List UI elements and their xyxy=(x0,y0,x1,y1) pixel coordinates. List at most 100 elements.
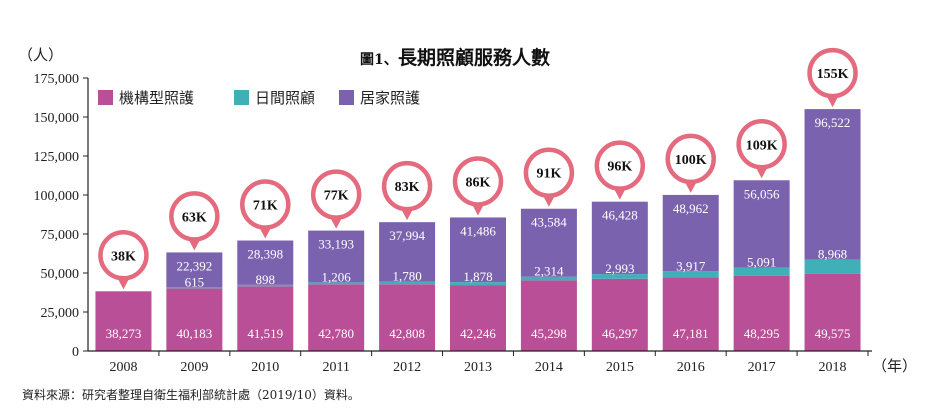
axes: 0 25,000 50,000 75,000 100,000 125,000 150,000… xyxy=(34,72,872,375)
x-tick-label: 2017 xyxy=(748,360,776,375)
value-label-institutional-care: 42,780 xyxy=(318,326,354,341)
value-label-institutional-care: 45,298 xyxy=(531,326,567,341)
bar-institutional-care xyxy=(308,284,365,351)
total-bubbles: 38K 63K 71K 77K 83K 86K 91K 96K 100K 109K 155K xyxy=(98,47,858,290)
y-axis-unit: （人） xyxy=(18,46,63,64)
value-label-institutional-care: 42,808 xyxy=(389,326,425,341)
bar-day-care xyxy=(591,274,648,279)
legend-label: 機構型照護 xyxy=(119,89,194,107)
x-tick-label: 2015 xyxy=(606,360,634,375)
bar-home-care xyxy=(804,109,861,260)
bar-day-care xyxy=(520,276,577,281)
legend-label: 居家照護 xyxy=(360,89,420,107)
bar-institutional-care xyxy=(662,277,719,351)
total-label: 86K xyxy=(466,175,491,190)
total-bubble: 100K xyxy=(665,133,716,193)
value-label-day-care: 898 xyxy=(256,272,276,287)
legend: 機構型照護 日間照顧 居家照護 xyxy=(98,89,420,107)
source-note: 資料來源：研究者整理自衛生福利部統計處（2019/10）資料。 xyxy=(22,387,360,402)
value-label-home-care: 37,994 xyxy=(389,228,425,243)
bubble-circle xyxy=(310,169,362,220)
value-label-home-care: 96,522 xyxy=(815,115,851,130)
x-tick-label: 2008 xyxy=(109,360,137,375)
legend-label: 日間照顧 xyxy=(255,89,315,107)
y-tick-label: 125,000 xyxy=(34,150,80,165)
bar-day-care xyxy=(308,282,365,285)
legend-home-care: 居家照護 xyxy=(339,89,420,107)
bar-home-care xyxy=(520,208,577,277)
value-label-day-care: 1,206 xyxy=(322,269,352,284)
y-tick-label: 50,000 xyxy=(41,267,80,282)
y-tick-label: 25,000 xyxy=(41,306,80,321)
value-label-institutional-care: 38,273 xyxy=(106,326,142,341)
total-bubble: 71K xyxy=(240,179,291,239)
value-label-home-care: 41,486 xyxy=(460,223,496,238)
bar-institutional-care xyxy=(520,280,577,351)
value-label-institutional-care: 41,519 xyxy=(247,326,283,341)
value-label-home-care: 33,193 xyxy=(318,237,354,252)
legend-institutional-care: 機構型照護 xyxy=(98,89,194,107)
value-label-home-care: 46,428 xyxy=(602,208,638,223)
chart-title: 圖1、 長期照顧服務人數 xyxy=(360,46,550,69)
x-tick-label: 2014 xyxy=(535,360,563,375)
legend-swatch xyxy=(234,90,249,105)
legend-day-care: 日間照顧 xyxy=(234,89,315,107)
total-label: 83K xyxy=(395,180,420,195)
total-bubble: 96K xyxy=(594,140,646,200)
total-label: 109K xyxy=(746,138,778,153)
value-label-home-care: 56,056 xyxy=(744,186,780,201)
value-label-institutional-care: 47,181 xyxy=(673,326,709,341)
x-tick-label: 2018 xyxy=(819,360,847,375)
value-label-institutional-care: 42,246 xyxy=(460,326,496,341)
bubble-circle xyxy=(240,179,291,230)
value-label-home-care: 22,392 xyxy=(176,258,212,273)
total-bubble: 83K xyxy=(381,160,433,221)
total-bubble: 38K xyxy=(98,230,149,290)
value-label-day-care: 8,968 xyxy=(818,247,847,262)
value-label-institutional-care: 49,575 xyxy=(815,326,851,341)
legend-swatch xyxy=(339,90,354,105)
bar-home-care xyxy=(166,252,223,288)
x-tick-label: 2013 xyxy=(464,360,492,375)
total-label: 38K xyxy=(111,249,136,264)
bar-institutional-care xyxy=(804,273,861,351)
value-label-day-care: 3,917 xyxy=(676,258,706,273)
bar-day-care xyxy=(237,284,294,287)
bar-home-care xyxy=(591,201,648,275)
y-tick-label: 75,000 xyxy=(41,228,80,243)
bar-institutional-care xyxy=(450,285,506,351)
total-bubble: 155K xyxy=(807,47,858,108)
value-label-institutional-care: 46,297 xyxy=(602,326,638,341)
value-label-home-care: 43,584 xyxy=(531,215,567,230)
total-label: 155K xyxy=(817,67,849,82)
total-label: 71K xyxy=(253,199,278,214)
bar-institutional-care xyxy=(166,288,223,351)
bar-home-care xyxy=(237,240,294,285)
y-tick-label: 0 xyxy=(72,345,79,360)
value-label-day-care: 2,993 xyxy=(605,261,634,276)
bubble-circle xyxy=(807,47,858,99)
chart-title-prefix: 圖1、 xyxy=(360,51,398,68)
x-axis-unit: （年） xyxy=(872,357,917,375)
total-label: 100K xyxy=(675,153,707,168)
total-bubble: 63K xyxy=(169,191,220,251)
bar-day-care xyxy=(662,271,719,278)
value-label-day-care: 5,091 xyxy=(747,255,776,270)
value-label-home-care: 28,398 xyxy=(247,247,283,262)
x-tick-label: 2010 xyxy=(251,360,279,375)
bubble-circle xyxy=(381,160,433,212)
value-label-day-care: 615 xyxy=(185,274,205,289)
bubble-circle xyxy=(665,133,716,185)
total-bubble: 77K xyxy=(310,169,362,229)
bar-home-care xyxy=(308,230,365,283)
bar-institutional-care xyxy=(95,291,152,351)
y-tick-label: 175,000 xyxy=(34,72,80,87)
bubble-circle xyxy=(98,230,149,281)
bubble-circle xyxy=(169,191,220,242)
bubble-circle xyxy=(452,156,504,207)
bar-home-care xyxy=(733,180,790,268)
bar-home-care xyxy=(379,222,436,282)
total-bubble: 91K xyxy=(523,147,575,207)
bar-institutional-care xyxy=(733,275,790,351)
